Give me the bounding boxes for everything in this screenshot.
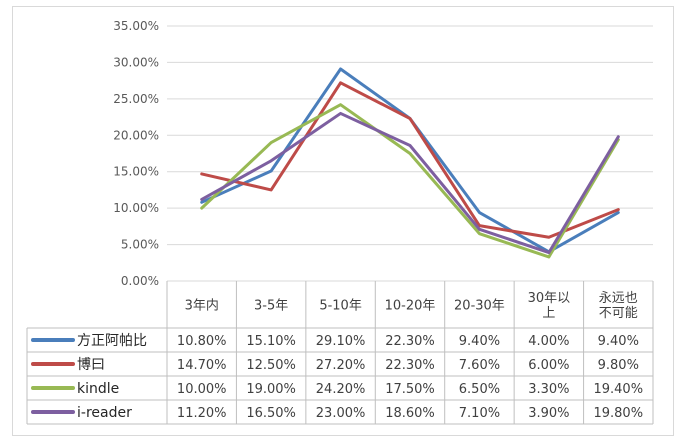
category-label: 上 [542,306,555,321]
data-value-label: 12.50% [246,358,296,373]
category-label: 20-30年 [454,299,505,314]
category-label: 3-5年 [254,299,288,314]
series-line-kindle [200,103,620,259]
y-tick-label: 30.00% [113,55,159,69]
data-value-label: 4.00% [528,334,569,349]
data-value-label: 6.00% [528,358,569,373]
data-value-label: 14.70% [177,358,227,373]
data-value-label: 19.00% [246,382,296,397]
y-tick-label: 25.00% [113,92,159,106]
chart-frame [12,6,674,436]
data-value-label: 7.60% [459,358,500,373]
data-value-label: 9.40% [459,334,500,349]
category-label: 30年以 [528,291,571,306]
data-value-label: 10.00% [177,382,227,397]
data-value-label: 3.90% [528,406,569,421]
y-tick-label: 20.00% [113,128,159,142]
y-tick-label: 10.00% [113,201,159,215]
series-line-i-reader [200,111,620,255]
data-value-label: 24.20% [316,382,366,397]
series-line-方正阿帕比 [200,67,620,254]
data-value-label: 29.10% [316,334,366,349]
data-value-label: 27.20% [316,358,366,373]
data-value-label: 17.50% [385,382,435,397]
legend-label: 博曰 [77,356,105,373]
data-value-label: 9.40% [598,334,639,349]
category-label: 不可能 [599,306,638,321]
data-value-label: 18.60% [385,406,435,421]
data-value-label: 15.10% [246,334,296,349]
y-tick-label: 5.00% [121,238,159,252]
data-value-label: 22.30% [385,358,435,373]
data-value-label: 7.10% [459,406,500,421]
category-label: 5-10年 [319,299,362,314]
y-tick-label: 15.00% [113,165,159,179]
data-value-label: 10.80% [177,334,227,349]
legend-label: 方正阿帕比 [77,333,147,349]
data-value-label: 16.50% [246,406,296,421]
data-value-label: 11.20% [177,406,227,421]
category-label: 3年内 [185,298,219,314]
legend-label: i-reader [77,405,132,421]
data-value-label: 3.30% [528,382,569,397]
data-value-label: 9.80% [598,358,639,373]
y-tick-label: 35.00% [113,19,159,33]
data-value-label: 19.80% [593,406,643,421]
data-value-label: 22.30% [385,334,435,349]
y-tick-label: 0.00% [121,274,159,288]
data-value-label: 6.50% [459,382,500,397]
data-value-label: 19.40% [593,382,643,397]
data-value-label: 23.00% [316,406,366,421]
legend-label: kindle [77,381,119,397]
category-label: 永远也 [599,291,638,306]
series-line-博曰 [200,81,620,239]
category-label: 10-20年 [385,299,436,314]
